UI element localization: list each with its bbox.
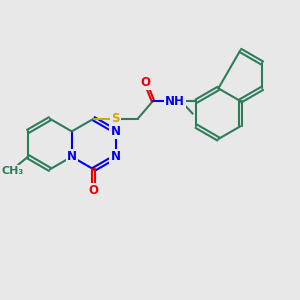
Text: N: N (111, 125, 121, 138)
Text: S: S (112, 112, 120, 125)
Text: CH₃: CH₃ (2, 166, 24, 176)
Text: N: N (67, 150, 77, 163)
Text: O: O (89, 184, 99, 197)
Text: N: N (111, 150, 121, 163)
Text: NH: NH (165, 94, 185, 107)
Text: O: O (140, 76, 150, 88)
